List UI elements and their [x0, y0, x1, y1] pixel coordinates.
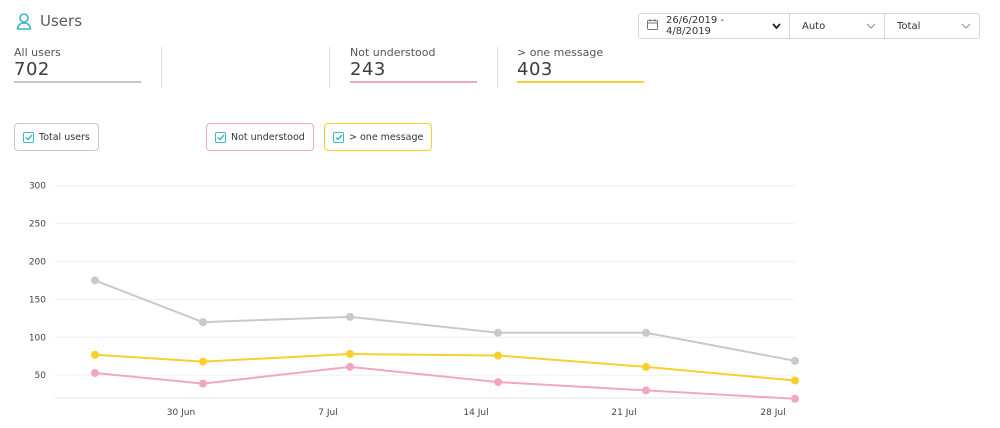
stat-label: Not understood [350, 46, 436, 59]
data-point [91, 350, 99, 359]
stat-underline [350, 81, 477, 83]
data-point [199, 318, 207, 327]
stat-underline [14, 81, 141, 83]
data-point [494, 351, 502, 360]
series-line-2 [94, 365, 796, 400]
aggregation-select[interactable]: Total [884, 13, 980, 39]
y-tick-label: 50 [35, 371, 47, 381]
toggle-label: Not understood [231, 131, 305, 143]
data-point [199, 379, 207, 388]
data-point [791, 394, 799, 403]
toggle-label: Total users [39, 131, 90, 143]
checkbox-checked-icon [23, 131, 34, 143]
data-point [346, 350, 354, 358]
y-tick-label: 150 [29, 295, 46, 305]
data-point [791, 376, 799, 385]
stats-summary: All users 702 Not understood 243 > one m… [14, 46, 714, 88]
data-point [199, 357, 207, 366]
data-point [91, 368, 99, 377]
series-toggles: Total users Not understood > one message [14, 123, 614, 151]
x-tick-label: 28 Jul [760, 408, 785, 418]
divider [497, 46, 498, 88]
divider [161, 46, 162, 88]
y-tick-label: 250 [29, 220, 46, 230]
series-line-0 [94, 279, 796, 362]
users-line-chart: 50 100 150 200 250 300 30 Jun 7 Jul 14 Jul 21 Jul… [29, 182, 799, 418]
x-tick-label: 30 Jun [167, 408, 195, 418]
stat-value: 702 [14, 59, 50, 80]
x-tick-label: 7 Jul [318, 408, 337, 418]
x-tick-label: 14 Jul [463, 408, 488, 418]
aggregation-value: Total [897, 20, 921, 32]
calendar-icon [647, 19, 658, 33]
chevron-down-icon [772, 21, 781, 32]
toggle-label: > one message [349, 131, 424, 143]
data-point [494, 328, 502, 337]
x-tick-label: 21 Jul [611, 408, 636, 418]
y-tick-label: 300 [29, 182, 46, 192]
stat-value: 243 [350, 59, 386, 80]
user-icon [16, 12, 32, 30]
date-range-picker[interactable]: 26/6/2019 - 4/8/2019 [638, 13, 790, 39]
toggle-more-than-one-message[interactable]: > one message [324, 123, 433, 151]
checkbox-checked-icon [215, 131, 226, 143]
y-tick-label: 100 [29, 333, 46, 343]
stat-value: 403 [517, 59, 553, 80]
data-point [346, 312, 354, 321]
divider [329, 46, 330, 88]
granularity-value: Auto [802, 20, 826, 32]
data-point [494, 378, 502, 387]
chevron-down-icon [866, 21, 876, 32]
granularity-select[interactable]: Auto [789, 13, 885, 39]
stat-underline [517, 81, 644, 83]
toggle-not-understood[interactable]: Not understood [206, 123, 314, 151]
data-point [346, 362, 354, 371]
stat-label: All users [14, 46, 61, 59]
filter-controls: 26/6/2019 - 4/8/2019 Auto Total [638, 13, 980, 39]
date-range-value: 26/6/2019 - 4/8/2019 [666, 15, 725, 37]
stat-not-understood: Not understood 243 [350, 46, 477, 83]
data-point [642, 362, 650, 371]
page-title: Users [40, 12, 83, 30]
stat-more-than-one-message: > one message 403 [517, 46, 644, 83]
data-point [91, 276, 99, 285]
stat-label: > one message [517, 46, 604, 59]
chevron-down-icon [961, 21, 971, 32]
y-tick-label: 200 [29, 257, 46, 267]
series-line-1 [94, 353, 796, 382]
stat-all-users: All users 702 [14, 46, 141, 83]
data-point [642, 386, 650, 395]
toggle-total-users[interactable]: Total users [14, 123, 99, 151]
data-point [642, 328, 650, 337]
page-header: Users [16, 12, 82, 30]
checkbox-checked-icon [333, 131, 344, 143]
data-point [791, 356, 799, 365]
